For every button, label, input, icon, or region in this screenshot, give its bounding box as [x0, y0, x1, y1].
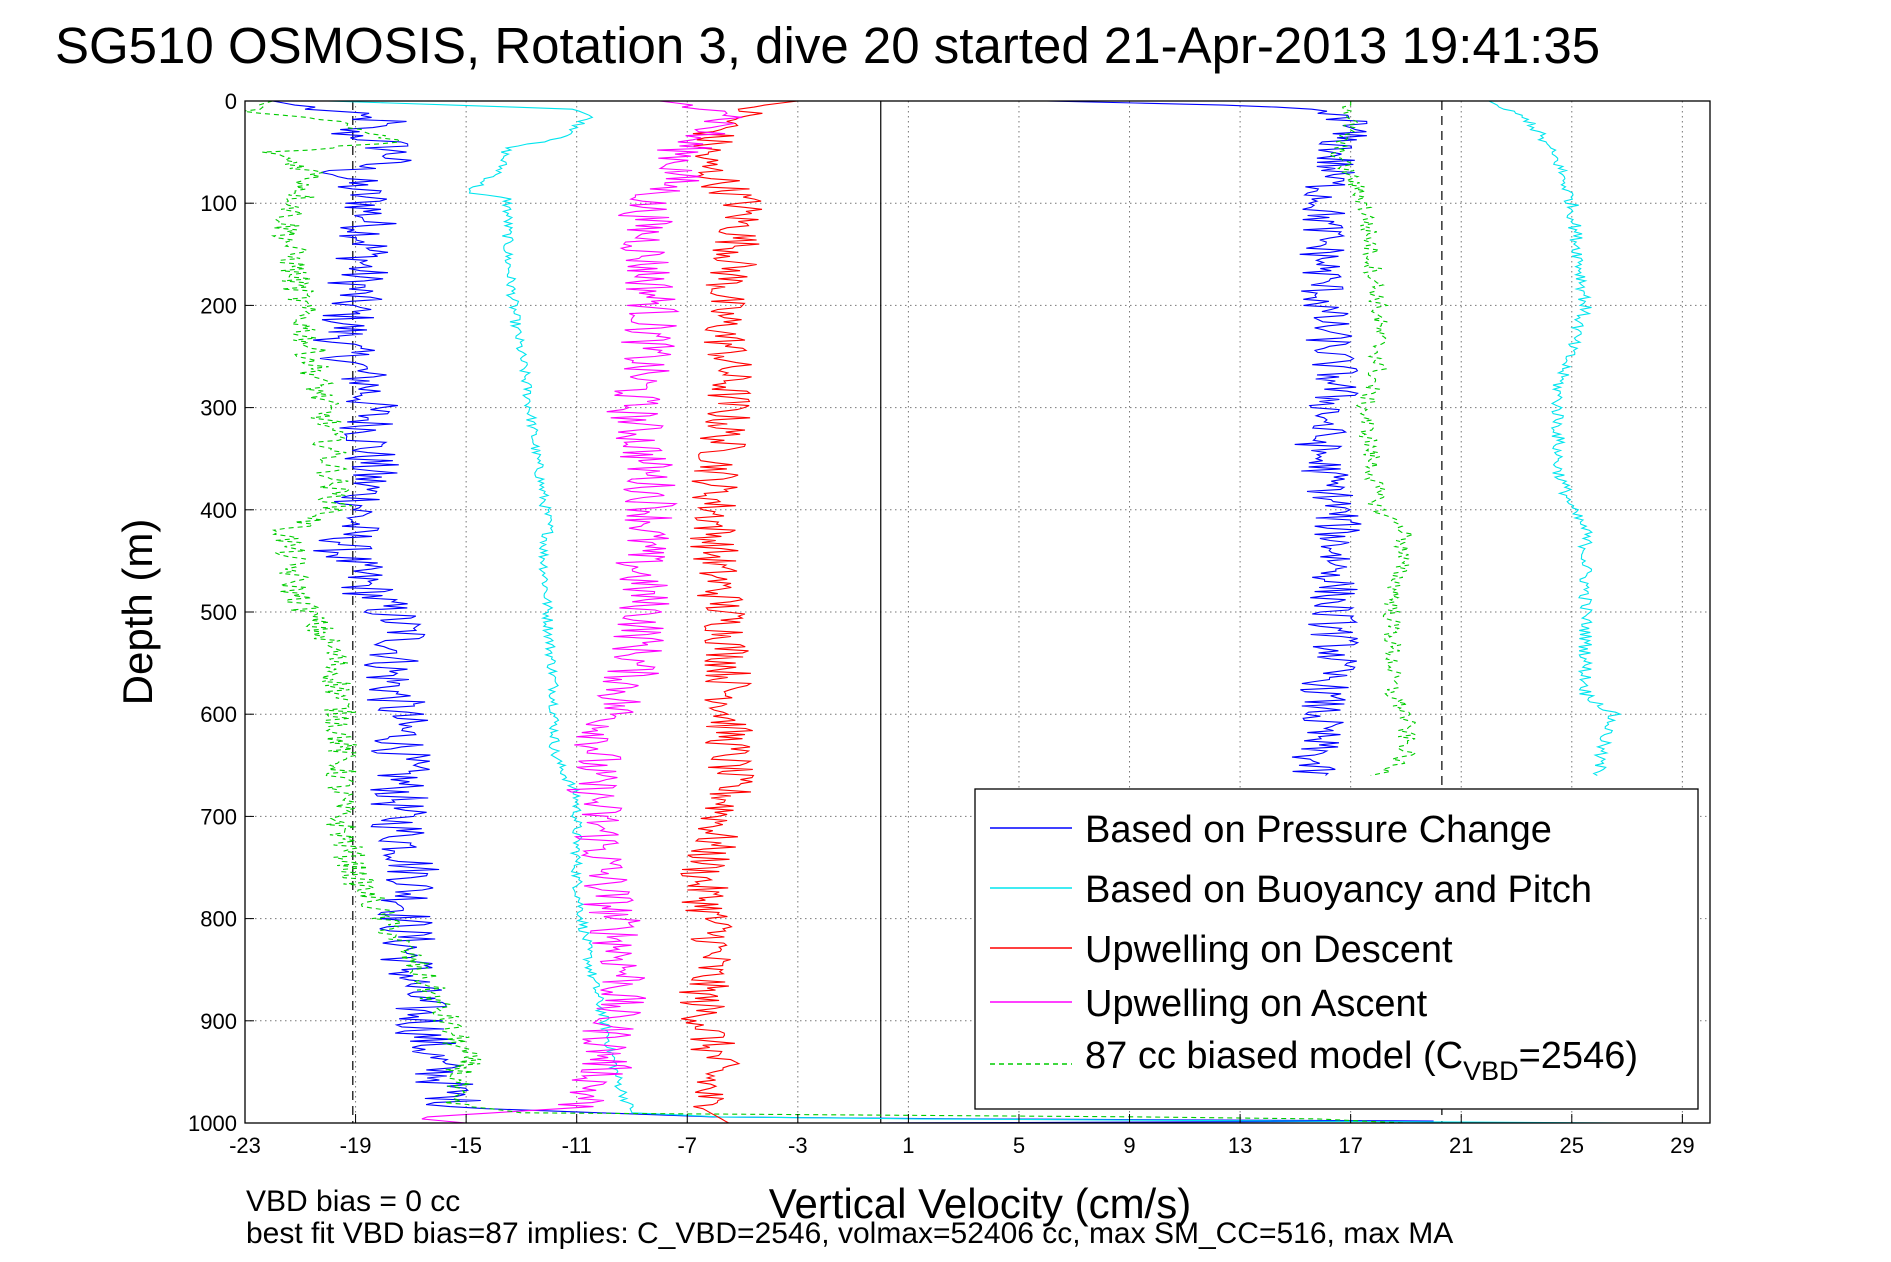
series-group	[245, 101, 1628, 1123]
y-tick-label: 400	[200, 498, 237, 523]
y-tick-label: 200	[200, 293, 237, 318]
x-tick-label: 17	[1338, 1133, 1362, 1158]
y-tick-label: 600	[200, 702, 237, 727]
x-tick-label: -23	[229, 1133, 261, 1158]
x-tick-label: -7	[677, 1133, 697, 1158]
y-tick-label: 300	[200, 396, 237, 421]
x-tick-label: 9	[1123, 1133, 1135, 1158]
footer-best-fit: best fit VBD bias=87 implies: C_VBD=2546…	[246, 1217, 1453, 1250]
x-tick-label: 21	[1449, 1133, 1473, 1158]
y-axis-label: Depth (m)	[114, 519, 161, 706]
legend-label-model: 87 cc biased model (CVBD=2546)	[1085, 1035, 1638, 1086]
legend-model-tail: =2546)	[1519, 1035, 1638, 1077]
x-tick-label: -15	[450, 1133, 482, 1158]
series-line-7	[1327, 101, 1418, 777]
legend-label-ascent: Upwelling on Ascent	[1085, 983, 1428, 1025]
y-tick-label: 500	[200, 600, 237, 625]
y-tick-label: 1000	[188, 1111, 237, 1136]
x-tick-label: 13	[1228, 1133, 1252, 1158]
x-tick-label: -3	[788, 1133, 808, 1158]
y-tick-label: 700	[200, 804, 237, 829]
series-line-0	[272, 101, 1434, 1123]
y-tick-label: 0	[225, 89, 237, 114]
legend-label-descent: Upwelling on Descent	[1085, 929, 1453, 971]
series-line-5	[1046, 101, 1368, 776]
x-tick-label: 1	[902, 1133, 914, 1158]
y-ticks: 0 100 200 300 400 500 600 700 800 900 1000	[188, 89, 254, 1136]
legend-label-pressure: Based on Pressure Change	[1085, 809, 1552, 851]
x-axis-label: Vertical Velocity (cm/s)	[769, 1180, 1191, 1227]
legend-box	[974, 788, 1699, 1110]
footer-vbd-bias: VBD bias = 0 cc	[246, 1185, 460, 1218]
legend-label-buoyancy: Based on Buoyancy and Pitch	[1085, 869, 1592, 911]
series-line-2	[679, 101, 798, 1123]
reference-lines	[352, 101, 1443, 1123]
chart-title: SG510 OSMOSIS, Rotation 3, dive 20 start…	[55, 17, 1600, 74]
series-line-4	[245, 101, 1406, 1123]
x-tick-label: -11	[562, 1133, 592, 1158]
y-tick-label: 900	[200, 1009, 237, 1034]
x-ticks: -23 -19 -15 -11 -7 -3 1 5 9 13 17 21 25 29	[229, 1114, 1695, 1158]
series-line-6	[1488, 101, 1623, 776]
series-line-3	[421, 101, 743, 1123]
series-line-1	[327, 101, 1628, 1123]
legend-model-main: 87 cc biased model (C	[1085, 1035, 1463, 1077]
y-tick-label: 100	[200, 191, 237, 216]
x-tick-label: 25	[1560, 1133, 1584, 1158]
x-tick-label: -19	[340, 1133, 372, 1158]
legend-model-sub: VBD	[1463, 1056, 1519, 1086]
x-tick-label: 5	[1013, 1133, 1025, 1158]
legend: Based on Pressure Change Based on Buoyan…	[974, 788, 1699, 1110]
y-tick-label: 800	[200, 907, 237, 932]
x-tick-label: 29	[1670, 1133, 1694, 1158]
